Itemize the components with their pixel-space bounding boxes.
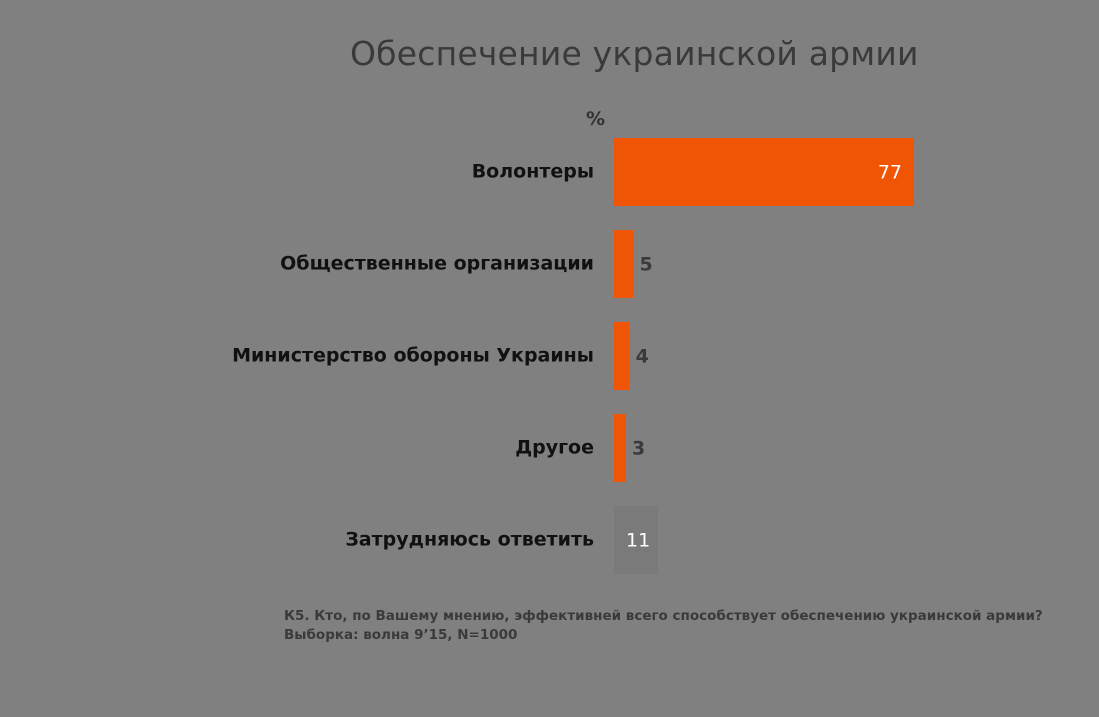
bar xyxy=(614,506,658,574)
category-label: Другое xyxy=(515,437,594,459)
category-label: Затрудняюсь ответить xyxy=(345,529,594,551)
value-label: 3 xyxy=(632,438,645,460)
value-label: 11 xyxy=(626,530,650,552)
category-label: Волонтеры xyxy=(472,161,594,183)
bar xyxy=(614,322,630,390)
category-label: Министерство обороны Украины xyxy=(232,345,594,367)
value-label: 4 xyxy=(636,346,649,368)
bar xyxy=(614,414,626,482)
unit-label: % xyxy=(586,108,606,130)
footnote-question: К5. Кто, по Вашему мнению, эффективней в… xyxy=(284,608,1043,624)
footnote: К5. Кто, по Вашему мнению, эффективней в… xyxy=(284,607,1043,645)
chart-title: Обеспечение украинской армии xyxy=(350,34,919,73)
value-label: 5 xyxy=(639,254,652,276)
bar xyxy=(614,138,914,206)
category-label: Общественные организации xyxy=(280,253,594,275)
value-label: 77 xyxy=(878,162,902,184)
footnote-sample: Выборка: волна 9’15, N=1000 xyxy=(284,627,518,643)
bar xyxy=(614,230,634,298)
